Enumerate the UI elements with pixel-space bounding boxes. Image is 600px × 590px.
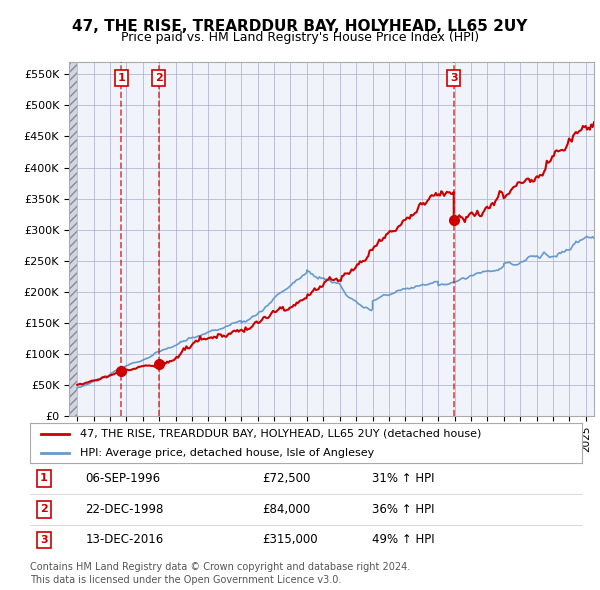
Text: 3: 3 [40,535,47,545]
Text: 47, THE RISE, TREARDDUR BAY, HOLYHEAD, LL65 2UY: 47, THE RISE, TREARDDUR BAY, HOLYHEAD, L… [73,19,527,34]
Text: 47, THE RISE, TREARDDUR BAY, HOLYHEAD, LL65 2UY (detached house): 47, THE RISE, TREARDDUR BAY, HOLYHEAD, L… [80,429,481,439]
Text: 06-SEP-1996: 06-SEP-1996 [85,472,160,485]
Text: 36% ↑ HPI: 36% ↑ HPI [372,503,435,516]
Text: £84,000: £84,000 [262,503,310,516]
Text: 3: 3 [450,73,458,83]
Text: HPI: Average price, detached house, Isle of Anglesey: HPI: Average price, detached house, Isle… [80,448,374,458]
Text: This data is licensed under the Open Government Licence v3.0.: This data is licensed under the Open Gov… [30,575,341,585]
Text: 1: 1 [40,474,47,483]
Text: £315,000: £315,000 [262,533,317,546]
Bar [69,62,77,416]
Text: 2: 2 [155,73,163,83]
Text: 31% ↑ HPI: 31% ↑ HPI [372,472,435,485]
Text: 2: 2 [40,504,47,514]
Text: 49% ↑ HPI: 49% ↑ HPI [372,533,435,546]
Text: 22-DEC-1998: 22-DEC-1998 [85,503,164,516]
Text: £72,500: £72,500 [262,472,310,485]
Text: Price paid vs. HM Land Registry's House Price Index (HPI): Price paid vs. HM Land Registry's House … [121,31,479,44]
Text: 13-DEC-2016: 13-DEC-2016 [85,533,163,546]
Text: Contains HM Land Registry data © Crown copyright and database right 2024.: Contains HM Land Registry data © Crown c… [30,562,410,572]
Text: 1: 1 [118,73,125,83]
